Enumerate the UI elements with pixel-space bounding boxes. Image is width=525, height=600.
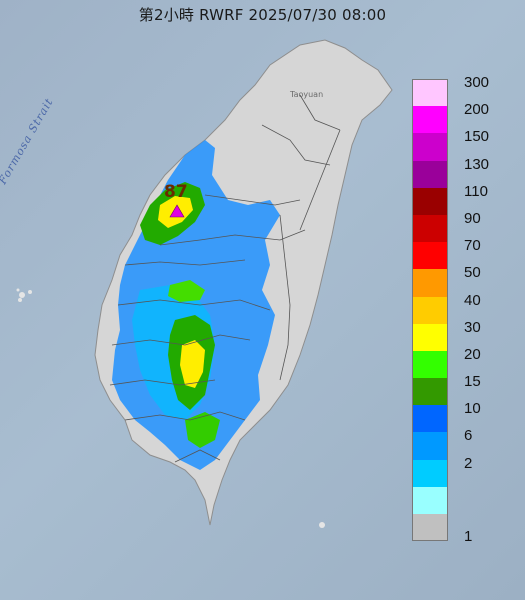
legend-swatch <box>412 106 448 134</box>
legend-row: 15 <box>412 373 507 406</box>
legend-swatch <box>412 269 448 297</box>
legend-swatch <box>412 514 448 542</box>
legend-label: 110 <box>464 182 488 200</box>
legend-label: 15 <box>464 373 481 391</box>
legend-label: 6 <box>464 427 473 445</box>
legend-swatch <box>412 432 448 460</box>
legend-label: 40 <box>464 291 481 309</box>
map-title: 第2小時 RWRF 2025/07/30 08:00 <box>138 6 387 24</box>
legend-swatch <box>412 405 448 433</box>
peak-marker-icon <box>169 204 185 218</box>
rainfall-legend: 300 200 150 130 110 90 70 50 40 30 20 15… <box>412 74 507 542</box>
legend-swatch <box>412 79 448 107</box>
county-boundaries <box>109 94 341 463</box>
legend-label: 2 <box>464 454 473 472</box>
legend-label: 50 <box>464 264 481 282</box>
legend-row: 200 <box>412 101 507 134</box>
legend-label: 70 <box>464 237 481 255</box>
legend-swatch <box>412 160 448 188</box>
legend-label: 10 <box>464 400 481 418</box>
legend-label: 150 <box>464 128 490 146</box>
legend-label: 30 <box>464 318 481 336</box>
rain-core-central <box>168 280 205 302</box>
peak-value-label: 87 <box>164 182 188 202</box>
legend-swatch <box>412 323 448 351</box>
legend-row: 50 <box>412 264 507 297</box>
legend-row: 150 <box>412 128 507 161</box>
legend-swatch <box>412 242 448 270</box>
legend-row: 110 <box>412 183 507 215</box>
city-label: Taoyuan <box>290 90 324 99</box>
legend-row: 2 <box>412 455 507 487</box>
legend-row <box>412 486 507 514</box>
legend-row: 130 <box>412 156 507 188</box>
legend-label: 90 <box>464 209 481 227</box>
legend-row: 90 <box>412 210 507 243</box>
legend-swatch <box>412 459 448 487</box>
legend-row: 40 <box>412 292 507 324</box>
rain-core-mid-yellow <box>180 340 205 388</box>
legend-row: 20 <box>412 346 507 379</box>
green-island <box>319 522 325 528</box>
legend-row: 70 <box>412 237 507 270</box>
legend-swatch <box>412 296 448 324</box>
legend-label-lowest: 1 <box>464 528 473 545</box>
legend-row <box>412 514 507 542</box>
legend-swatch <box>412 378 448 406</box>
legend-swatch <box>412 350 448 379</box>
legend-label: 130 <box>464 155 490 173</box>
legend-swatch <box>412 133 448 161</box>
legend-swatch <box>412 187 448 215</box>
penghu-islands <box>16 288 32 302</box>
legend-label: 300 <box>464 74 490 91</box>
legend-row: 6 <box>412 427 507 460</box>
legend-label: 20 <box>464 345 481 363</box>
rain-core-south <box>185 412 220 448</box>
legend-swatch <box>412 486 448 514</box>
legend-label: 200 <box>464 101 490 119</box>
legend-row: 30 <box>412 319 507 351</box>
legend-row: 10 <box>412 400 507 433</box>
legend-swatch <box>412 214 448 243</box>
legend-row: 300 <box>412 74 507 107</box>
